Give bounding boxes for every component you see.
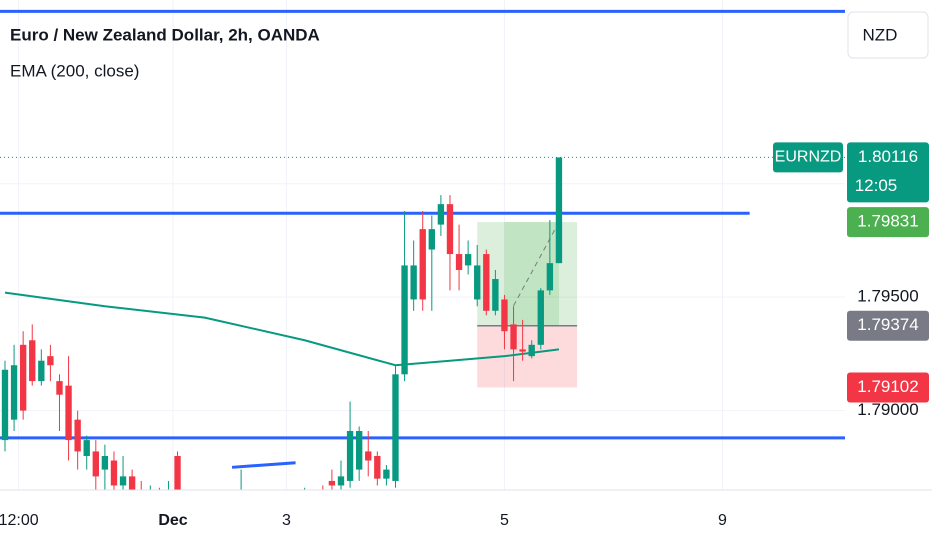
candle-body	[537, 290, 544, 345]
candle-body	[337, 476, 345, 486]
candle-body	[128, 476, 136, 490]
candle-body	[10, 365, 18, 420]
candle-body	[38, 360, 45, 382]
candle-body	[428, 229, 435, 250]
progress-line	[513, 221, 560, 306]
candle-body	[101, 455, 109, 470]
candle-body	[365, 451, 372, 461]
x-tick-label: 12:00	[0, 512, 39, 529]
candle-body	[29, 340, 36, 382]
candle-body	[474, 265, 481, 300]
candle-body	[19, 344, 27, 411]
candle-body	[492, 279, 499, 311]
indicator-label: EMA (200, close)	[10, 61, 139, 80]
candle-body	[56, 381, 63, 395]
candle-body	[374, 455, 381, 479]
candle-body	[455, 254, 463, 270]
price-label-box	[847, 142, 929, 203]
stop-label: 1.79102	[857, 377, 918, 396]
candle-body	[47, 356, 54, 366]
x-tick-label: 9	[718, 512, 727, 529]
symbol-label: EURNZD	[775, 149, 842, 166]
candle-body	[419, 229, 426, 300]
candle-body	[546, 263, 554, 291]
candle-body	[355, 431, 363, 470]
currency-box	[847, 11, 929, 59]
candle-body	[83, 440, 90, 456]
candle-body	[510, 324, 517, 350]
entry-label: 1.79374	[857, 315, 918, 334]
plot-area	[0, 0, 845, 490]
trend-line	[231, 461, 296, 469]
candle-body	[483, 254, 490, 311]
candle-body	[110, 460, 118, 486]
entry-label-box	[847, 310, 929, 341]
candle-body	[519, 349, 526, 352]
currency: NZD	[863, 25, 898, 44]
candle-body	[437, 204, 445, 225]
candle-body	[401, 265, 408, 375]
candle-body	[501, 299, 508, 332]
candle-body	[119, 476, 127, 486]
candle-body	[1, 369, 9, 441]
candle-body	[446, 204, 454, 255]
axes: 12:00Dec3591.790001.795001.800001.801161…	[0, 0, 932, 530]
price-axis	[845, 0, 932, 490]
candle-body	[555, 157, 563, 264]
candle-body	[392, 374, 399, 481]
candle-body	[410, 265, 417, 300]
y-tick-label: 1.79000	[857, 400, 918, 419]
candle-body	[346, 431, 354, 481]
countdown: 12:05	[855, 176, 898, 195]
symbol-box	[773, 142, 843, 173]
candle-body	[174, 455, 181, 490]
candle-body	[464, 254, 472, 266]
candle-body	[528, 344, 535, 357]
x-tick-label: 3	[282, 512, 291, 529]
candle-body	[328, 480, 336, 486]
target-label: 1.79831	[857, 212, 918, 231]
candle-body	[383, 469, 390, 479]
ema-line	[4, 291, 560, 367]
candle-body	[74, 419, 81, 452]
chart-title: Euro / New Zealand Dollar, 2h, OANDA	[10, 25, 320, 44]
stop-label-box	[847, 372, 929, 403]
x-tick-label: Dec	[158, 512, 187, 529]
target-label-box	[847, 207, 929, 238]
candle-body	[92, 451, 99, 477]
price-label: 1.80116	[858, 147, 918, 166]
x-tick-label: 5	[500, 512, 509, 529]
candle-body	[65, 385, 72, 441]
y-tick-label: 1.79500	[857, 287, 918, 306]
